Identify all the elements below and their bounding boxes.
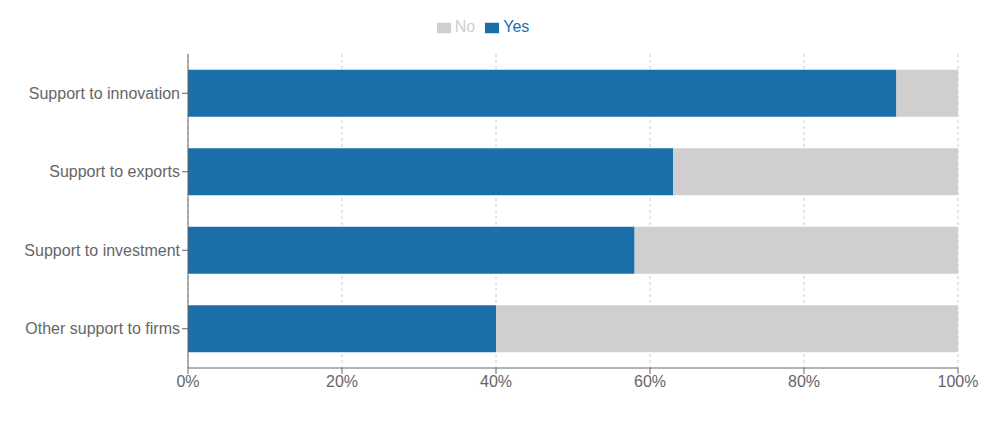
svg-text:100%: 100% [938,373,979,390]
svg-text:80%: 80% [788,373,820,390]
svg-text:Support to innovation: Support to innovation [29,85,180,102]
svg-text:Support to exports: Support to exports [49,163,180,180]
html-text:Yes: Yes [503,18,530,35]
svg-text:20%: 20% [326,373,358,390]
svg-text:Other support to firms: Other support to firms [25,320,180,337]
html-text:No: No [454,18,476,35]
svg-text:0%: 0% [176,373,199,390]
svg-text:40%: 40% [480,373,512,390]
svg-text:Support to investment: Support to investment [24,242,180,259]
svg-text:60%: 60% [634,373,666,390]
